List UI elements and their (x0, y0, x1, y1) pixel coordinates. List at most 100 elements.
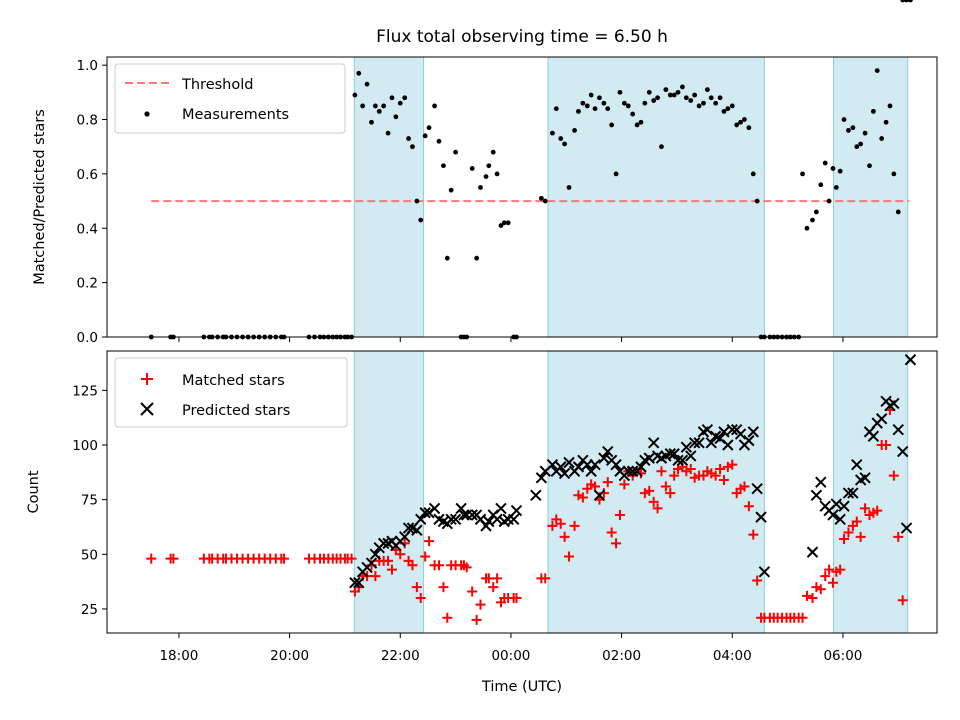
data-point (349, 577, 361, 589)
data-point (847, 487, 859, 499)
data-point (580, 100, 586, 106)
data-point (588, 92, 594, 98)
data-point (647, 437, 660, 449)
data-point (502, 513, 514, 526)
data-point (669, 470, 680, 481)
data-point (630, 111, 636, 117)
data-point (706, 468, 717, 479)
data-point (626, 465, 639, 477)
data-point (610, 458, 622, 471)
data-point (402, 95, 408, 101)
data-point (881, 440, 892, 450)
data-point (564, 551, 575, 562)
data-point (376, 108, 382, 114)
data-point (701, 100, 706, 106)
data-point (659, 144, 664, 150)
data-point (900, 0, 906, 3)
data-point (559, 531, 570, 542)
data-point (511, 593, 522, 604)
data-point (483, 174, 489, 180)
data-point (442, 612, 453, 623)
data-point (555, 518, 566, 529)
data-point (453, 149, 458, 155)
data-point (887, 103, 893, 109)
data-point (800, 171, 805, 177)
data-point (672, 454, 684, 467)
data-point (804, 225, 810, 231)
x-tick-label: 00:00 (491, 648, 530, 664)
data-point (605, 106, 611, 112)
data-point (436, 138, 442, 144)
y-tick-label: 0.0 (77, 330, 98, 346)
data-point (815, 476, 827, 488)
data-point (739, 481, 750, 492)
data-point (643, 452, 655, 464)
data-point (811, 582, 822, 593)
data-point (383, 555, 394, 566)
data-point (837, 168, 843, 174)
data-point (402, 522, 415, 534)
data-point (589, 458, 601, 471)
y-tick-label: 0.4 (77, 221, 98, 237)
data-point (461, 562, 472, 573)
data-point (507, 513, 520, 526)
x-tick-label: 18:00 (159, 648, 198, 664)
data-point (495, 502, 507, 515)
legend-predicted-swatch (140, 402, 154, 416)
data-point (385, 130, 391, 136)
data-point (879, 136, 885, 141)
data-point (846, 127, 851, 133)
data-point (563, 456, 575, 469)
data-point (826, 198, 832, 204)
data-point (750, 171, 756, 177)
data-point (710, 470, 721, 481)
data-point (842, 487, 855, 499)
y-tick-label: 125 (72, 383, 98, 399)
data-point (488, 582, 499, 593)
data-point (895, 209, 901, 215)
data-point (491, 513, 503, 526)
data-point (558, 467, 571, 480)
data-point (364, 81, 370, 87)
data-point (444, 255, 450, 261)
data-point (734, 428, 747, 440)
data-point (838, 500, 850, 512)
data-point (638, 119, 644, 125)
data-point (688, 98, 694, 103)
data-point (708, 95, 714, 101)
data-point (665, 488, 676, 499)
panel-ratio-x-ticks (178, 337, 844, 342)
data-point (644, 485, 655, 496)
x-tick-label: 04:00 (713, 648, 752, 664)
data-point (356, 70, 362, 76)
data-point (867, 430, 880, 442)
data-point (675, 89, 681, 95)
data-point (689, 472, 700, 483)
data-point (834, 513, 846, 526)
data-point (688, 437, 701, 449)
data-point (530, 489, 542, 501)
data-point (441, 163, 446, 169)
data-point (414, 198, 420, 204)
data-point (510, 504, 523, 517)
x-tick-label: 02:00 (602, 648, 641, 664)
data-point (538, 195, 544, 201)
data-point (867, 163, 872, 169)
data-point (602, 445, 614, 458)
data-point (498, 223, 504, 228)
data-point (663, 87, 669, 93)
legend-box (114, 63, 346, 134)
observing-window (353, 56, 425, 338)
data-point (535, 472, 548, 484)
data-point (717, 95, 723, 101)
data-point (893, 531, 904, 542)
data-point (381, 103, 387, 109)
data-point (752, 575, 763, 586)
data-point (279, 553, 290, 564)
y-tick-label: 1.0 (77, 58, 98, 74)
data-point (835, 564, 846, 575)
data-point (897, 595, 908, 606)
data-point (680, 441, 693, 453)
panel-ratio-frame (106, 56, 938, 338)
